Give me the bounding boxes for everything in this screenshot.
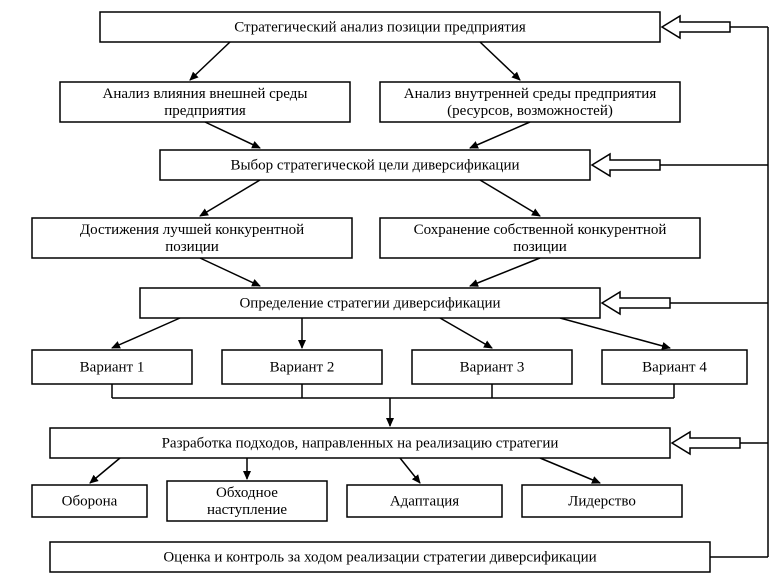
flow-node-n2b-label: Анализ внутренней среды предприятия [404, 86, 657, 102]
flow-node-n3-label: Выбор стратегической цели диверсификации [230, 157, 519, 173]
arrow-16 [540, 458, 600, 483]
arrow-2 [205, 122, 260, 148]
feedback-arrow-n7 [672, 432, 740, 454]
flow-node-a2-label: наступление [207, 502, 287, 518]
arrow-15 [400, 458, 420, 483]
arrow-4 [200, 180, 260, 216]
arrow-3 [470, 122, 530, 148]
flow-node-n5-label: Определение стратегии диверсификации [239, 295, 500, 311]
feedback-arrow-n1 [662, 16, 730, 38]
feedback-arrow-n5 [602, 292, 670, 314]
flow-node-a1-label: Оборона [62, 493, 118, 509]
arrow-10 [440, 318, 492, 348]
arrow-6 [200, 258, 260, 286]
flow-node-n4b-label: Сохранение собственной конкурентной [414, 222, 667, 238]
flow-node-a3-label: Адаптация [390, 493, 459, 509]
feedback-arrow-n3 [592, 154, 660, 176]
flow-node-n4a-label: позиции [165, 239, 219, 255]
flow-node-n2a-label: Анализ влияния внешней среды [103, 86, 308, 102]
flow-node-n9-label: Оценка и контроль за ходом реализации ст… [163, 549, 596, 565]
flow-node-n2b-label: (ресурсов, возможностей) [447, 103, 613, 119]
flow-node-n1-label: Стратегический анализ позиции предприяти… [234, 19, 526, 35]
flow-node-a2-label: Обходное [216, 485, 278, 501]
flow-node-n7-label: Разработка подходов, направленных на реа… [162, 435, 559, 451]
flow-node-v2-label: Вариант 2 [270, 359, 335, 375]
arrow-8 [112, 318, 180, 348]
arrow-11 [560, 318, 670, 348]
flow-node-a4-label: Лидерство [568, 493, 636, 509]
arrow-1 [480, 42, 520, 80]
flow-node-v3-label: Вариант 3 [460, 359, 525, 375]
arrow-5 [480, 180, 540, 216]
flow-node-v4-label: Вариант 4 [642, 359, 707, 375]
flow-node-n4a-label: Достижения лучшей конкурентной [80, 222, 304, 238]
arrow-13 [90, 458, 120, 483]
arrow-7 [470, 258, 540, 286]
arrow-0 [190, 42, 230, 80]
flow-node-n4b-label: позиции [513, 239, 567, 255]
flow-node-n2a-label: предприятия [164, 103, 246, 119]
flow-node-v1-label: Вариант 1 [80, 359, 145, 375]
